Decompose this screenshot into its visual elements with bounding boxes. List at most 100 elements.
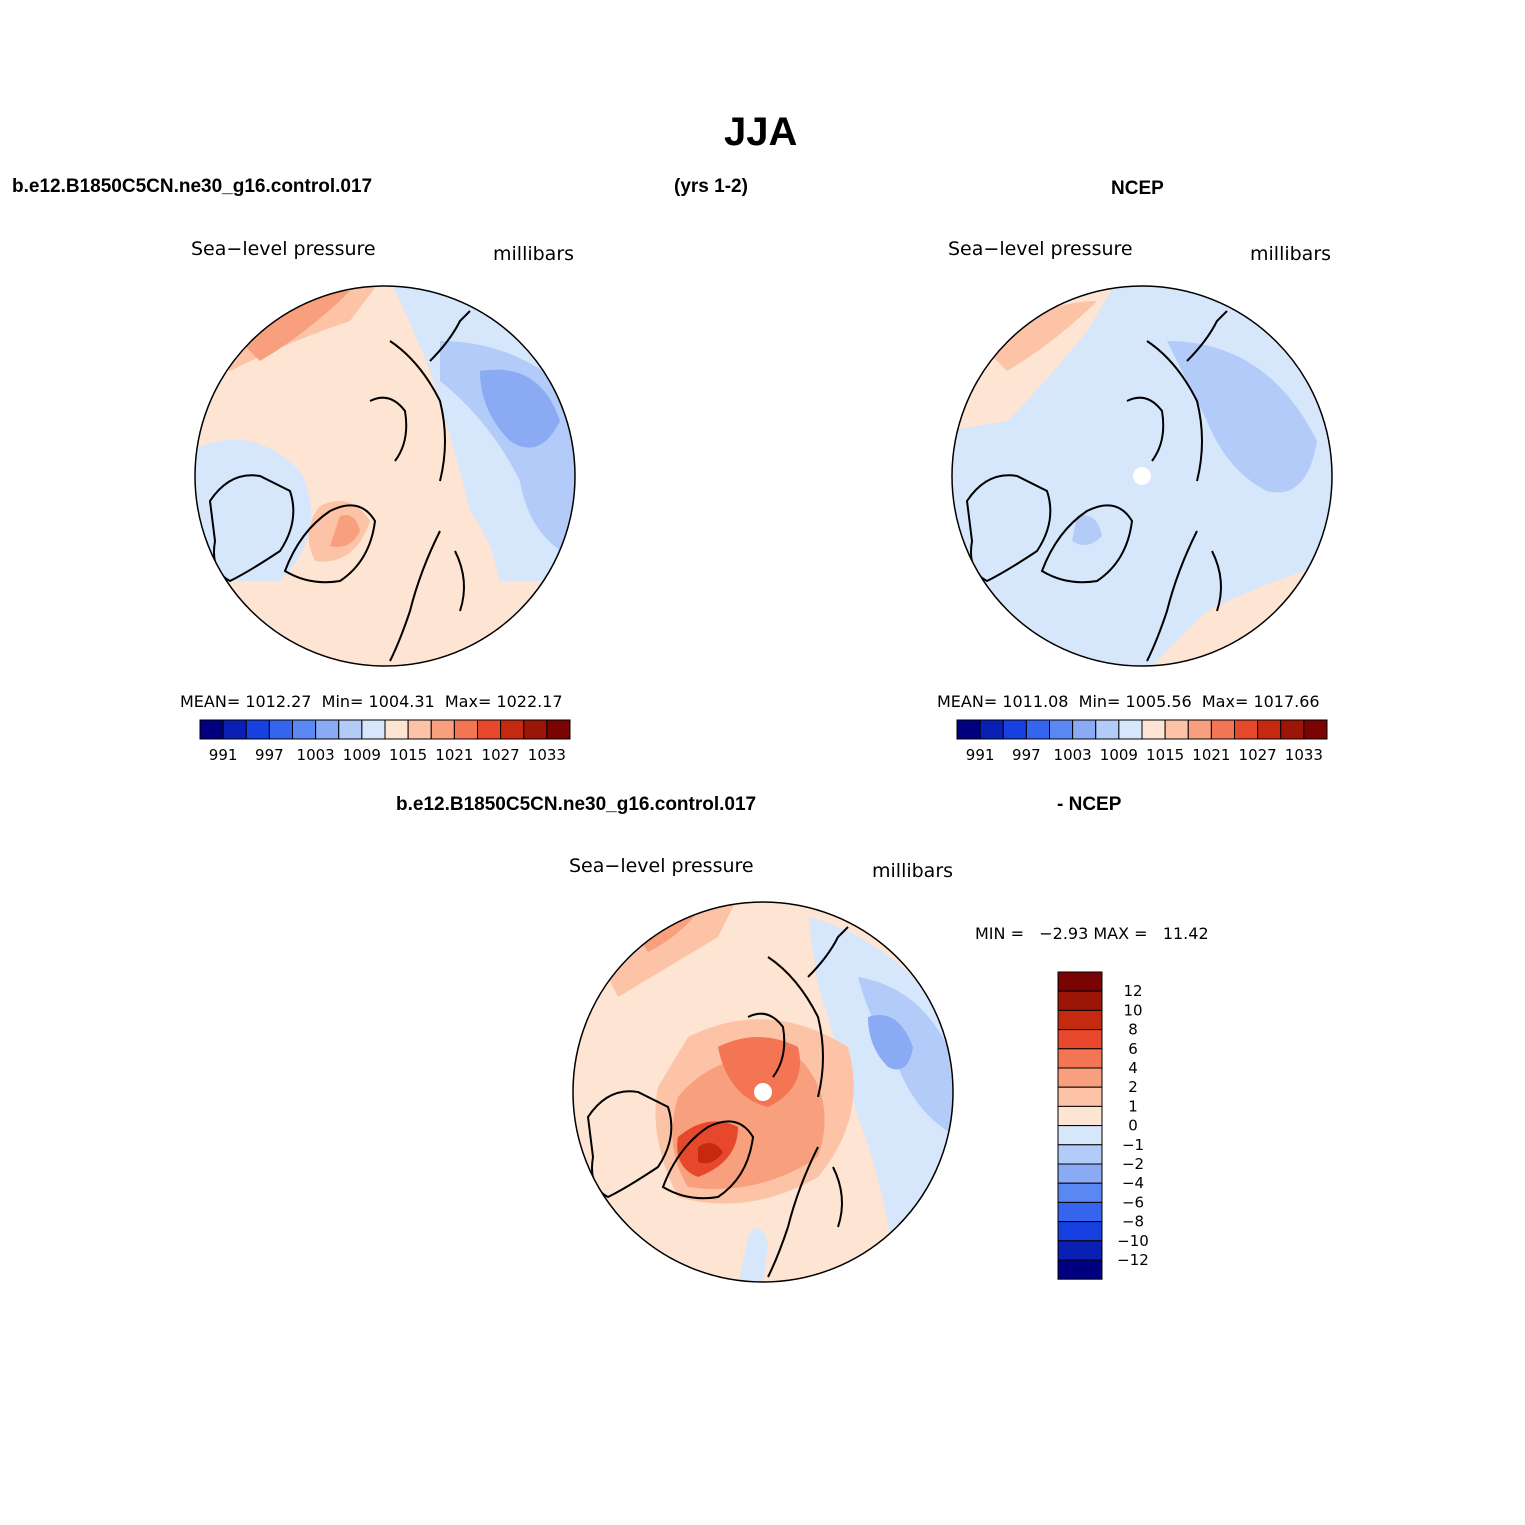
diff-colorbar-box-5 [1057,1067,1103,1088]
model-colorbar-tick-label: 1009 [343,746,381,764]
obs-colorbar-tick-label: 1027 [1239,746,1277,764]
diff-colorbar-box-7 [1057,1105,1103,1127]
diff-units-label: millibars [872,860,954,882]
diff-colorbar-tick-label: −8 [1122,1213,1144,1231]
diff-field-label: Sea−level pressure [569,855,754,877]
diff-colorbar-box-10 [1057,1163,1103,1184]
obs-colorbar-box-4 [1049,719,1074,740]
top-left-case-title: b.e12.B1850C5CN.ne30_g16.control.017 [12,176,373,197]
diff-colorbar-box-13 [1057,1221,1103,1242]
diff-colorbar-box-11 [1057,1182,1103,1203]
model-stats: MEAN= 1012.27 Min= 1004.31 Max= 1022.17 [180,692,563,711]
model-colorbar-box-11 [453,719,478,740]
obs-map [951,285,1333,667]
obs-colorbar-box-8 [1141,719,1166,740]
model-colorbar-box-2 [245,719,270,740]
model-colorbar-box-0 [199,719,224,740]
diff-colorbar-box-2 [1057,1009,1103,1031]
model-colorbar-box-9 [407,719,432,740]
top-right-case-title: NCEP [1111,178,1164,199]
diff-colorbar-tick-label: −10 [1117,1232,1149,1250]
diff-colorbar-box-8 [1057,1125,1103,1146]
model-colorbar-box-6 [338,719,363,740]
diff-stats: MIN = −2.93 MAX = 11.42 [975,924,1209,943]
obs-colorbar-tick-label: 991 [966,746,995,764]
model-colorbar-box-1 [222,719,247,740]
obs-colorbar-tick-label: 1021 [1192,746,1230,764]
diff-colorbar-box-3 [1057,1029,1103,1050]
diff-colorbar-tick-label: −1 [1122,1136,1144,1154]
obs-colorbar-box-6 [1095,719,1120,740]
obs-colorbar-box-11 [1210,719,1235,740]
diff-colorbar-tick-label: 1 [1128,1097,1138,1115]
diff-colorbar-tick-label: 0 [1128,1117,1138,1135]
model-colorbar-box-8 [384,719,409,740]
obs-colorbar-tick-label: 1003 [1054,746,1092,764]
diff-colorbar-box-14 [1057,1240,1103,1261]
obs-colorbar: 991 997 1003 1009 1015 1021 1027 1033 [956,719,1328,764]
model-field-label: Sea−level pressure [191,238,376,260]
top-years-title: (yrs 1-2) [674,176,748,197]
model-colorbar-tick-label: 1033 [528,746,566,764]
diff-colorbar-tick-label: −2 [1122,1155,1144,1173]
obs-colorbar-box-14 [1280,719,1305,740]
diff-colorbar-box-6 [1057,1086,1103,1107]
bottom-case-title: b.e12.B1850C5CN.ne30_g16.control.017 [396,794,757,815]
diff-colorbar-tick-label: −6 [1122,1193,1144,1211]
diff-colorbar-tick-label: 10 [1123,1001,1142,1019]
diff-colorbar-box-1 [1057,990,1103,1011]
model-colorbar-tick-label: 1021 [435,746,473,764]
obs-colorbar-tick-label: 1033 [1285,746,1323,764]
model-colorbar-tick-label: 1003 [297,746,335,764]
obs-colorbar-box-13 [1257,719,1282,740]
diff-colorbar-box-0 [1057,971,1103,992]
obs-colorbar-box-2 [1002,719,1027,740]
obs-colorbar-tick-label: 1009 [1100,746,1138,764]
diff-colorbar-tick-label: −12 [1117,1251,1149,1269]
obs-colorbar-box-9 [1164,719,1189,740]
diff-colorbar-box-4 [1057,1048,1103,1069]
model-colorbar-tick-label: 1027 [482,746,520,764]
model-colorbar-box-12 [477,719,502,740]
model-colorbar-box-14 [523,719,548,740]
model-colorbar-box-10 [430,719,455,740]
obs-colorbar-box-15 [1303,719,1328,740]
diff-colorbar-tick-label: 12 [1123,982,1142,1000]
diff-colorbar-tick-label: −4 [1122,1174,1144,1192]
model-colorbar-box-15 [546,719,571,740]
diff-colorbar-tick-label: 8 [1128,1021,1138,1039]
model-colorbar-tick-label: 991 [209,746,238,764]
model-colorbar: 991 997 1003 1009 1015 1021 1027 1033 [199,719,571,764]
model-colorbar-box-13 [500,719,525,740]
model-colorbar-box-7 [361,719,386,740]
obs-colorbar-box-5 [1072,719,1097,740]
diff-colorbar-box-15 [1057,1259,1103,1280]
obs-colorbar-box-0 [956,719,981,740]
model-units-label: millibars [493,243,575,265]
model-colorbar-box-5 [315,719,340,740]
obs-units-label: millibars [1250,243,1332,265]
obs-colorbar-tick-label: 997 [1012,746,1041,764]
diff-colorbar-box-9 [1057,1144,1103,1165]
diff-colorbar-tick-label: 2 [1128,1078,1138,1096]
obs-colorbar-box-1 [979,719,1004,740]
obs-colorbar-box-7 [1118,719,1143,740]
obs-colorbar-tick-label: 1015 [1146,746,1184,764]
model-colorbar-tick-label: 997 [255,746,284,764]
obs-colorbar-box-10 [1187,719,1212,740]
model-colorbar-box-3 [268,719,293,740]
diff-colorbar-tick-label: 4 [1128,1059,1138,1077]
main-title: JJA [724,110,798,154]
bottom-suffix-title: - NCEP [1057,794,1122,815]
diff-colorbar-box-12 [1057,1201,1103,1223]
model-colorbar-tick-label: 1015 [389,746,427,764]
diff-map [572,901,954,1283]
model-colorbar-box-4 [292,719,317,740]
obs-stats: MEAN= 1011.08 Min= 1005.56 Max= 1017.66 [937,692,1320,711]
model-map [194,285,576,667]
obs-colorbar-box-12 [1234,719,1259,740]
diff-colorbar-tick-label: 6 [1128,1040,1138,1058]
obs-field-label: Sea−level pressure [948,238,1133,260]
obs-colorbar-box-3 [1025,719,1050,740]
